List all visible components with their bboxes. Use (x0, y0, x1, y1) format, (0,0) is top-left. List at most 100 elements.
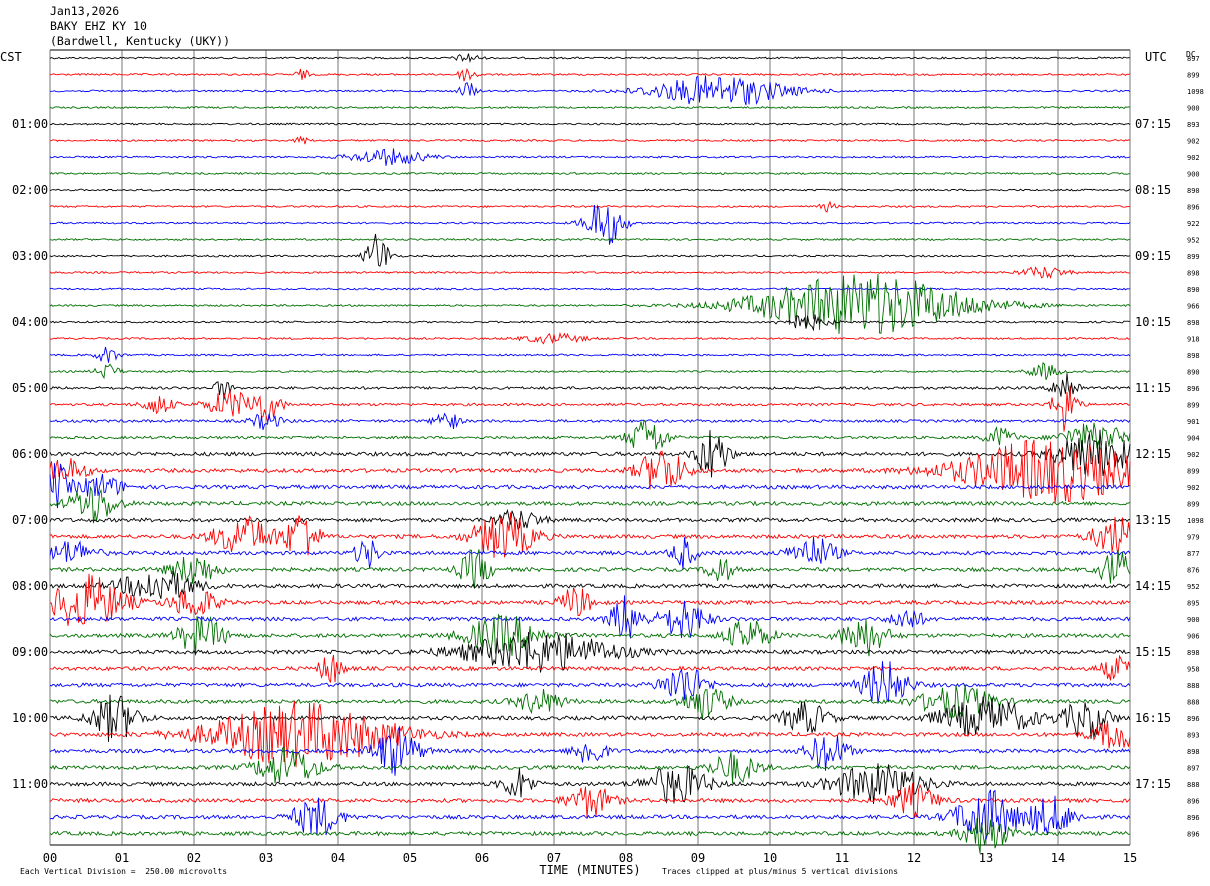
x-tick-label: 15 (1123, 851, 1137, 865)
seismic-trace (49, 346, 1131, 363)
seismic-trace (49, 135, 1131, 145)
cst-hour-label: 08:00 (12, 579, 48, 593)
cst-hour-label: 09:00 (12, 645, 48, 659)
dc-value: 898 (1187, 270, 1200, 278)
seismic-trace (49, 237, 1131, 242)
seismic-trace (49, 385, 1131, 432)
seismic-trace (49, 536, 1131, 571)
dc-value: 890 (1187, 286, 1200, 294)
seismic-trace (49, 512, 1131, 558)
dc-value: 898 (1187, 319, 1200, 327)
dc-value: 918 (1187, 336, 1200, 344)
dc-value: 1098 (1187, 88, 1204, 96)
x-axis-title: TIME (MINUTES) (539, 863, 640, 877)
dc-value: 898 (1187, 649, 1200, 657)
dc-value: 890 (1187, 369, 1200, 377)
dc-value: 900 (1187, 105, 1200, 113)
cst-hour-label: 05:00 (12, 381, 48, 395)
seismic-trace (49, 508, 1131, 531)
seismic-trace (49, 373, 1131, 400)
dc-value: 895 (1187, 600, 1200, 608)
dc-value: 896 (1187, 385, 1200, 393)
x-tick-label: 12 (907, 851, 921, 865)
seismic-trace (49, 105, 1131, 110)
dc-value: 896 (1187, 814, 1200, 822)
seismic-trace (49, 429, 1131, 478)
utc-hour-label: 13:15 (1135, 513, 1171, 527)
dc-value: 893 (1187, 121, 1200, 129)
dc-value: 902 (1187, 451, 1200, 459)
seismic-trace (49, 725, 1131, 776)
dc-value: 899 (1187, 402, 1200, 410)
seismic-trace (50, 684, 1131, 719)
chart-station: BAKY EHZ KY 10 (50, 19, 147, 33)
scale-note: Each Vertical Division = 250.00 microvol… (20, 867, 228, 876)
seismic-trace (49, 419, 1131, 452)
utc-hour-label: 17:15 (1135, 777, 1171, 791)
dc-value: 952 (1187, 237, 1200, 245)
seismic-trace (50, 75, 1131, 106)
dc-value: 966 (1187, 303, 1200, 311)
dc-value: 979 (1187, 534, 1200, 542)
cst-hour-label: 11:00 (12, 777, 48, 791)
dc-value: 906 (1187, 633, 1200, 641)
seismic-trace (49, 817, 1131, 854)
dc-value: 1098 (1187, 517, 1204, 525)
dc-value: 888 (1187, 699, 1200, 707)
seismic-trace (49, 331, 1131, 345)
seismic-trace (49, 171, 1131, 176)
seismic-trace (49, 632, 1131, 673)
dc-value: 876 (1187, 567, 1200, 575)
seismic-trace (49, 53, 1131, 64)
dc-value: 922 (1187, 220, 1200, 228)
dc-value: 890 (1187, 187, 1200, 195)
seismic-trace (49, 122, 1131, 126)
dc-value: 904 (1187, 435, 1200, 443)
dc-value: 897 (1187, 55, 1200, 63)
seismic-trace (49, 694, 1131, 742)
x-tick-label: 14 (1051, 851, 1065, 865)
utc-axis-label: UTC (1145, 50, 1167, 64)
dc-value: 898 (1187, 352, 1200, 360)
seismic-trace (49, 783, 1131, 819)
utc-hour-label: 15:15 (1135, 645, 1171, 659)
seismic-trace (49, 549, 1131, 589)
seismic-trace (49, 233, 1131, 267)
dc-value: 900 (1187, 616, 1200, 624)
x-tick-label: 07 (547, 851, 561, 865)
utc-hour-label: 11:15 (1135, 381, 1171, 395)
seismic-trace (49, 485, 1131, 524)
seismic-trace (49, 200, 1131, 213)
x-tick-label: 02 (187, 851, 201, 865)
cst-hour-label: 03:00 (12, 249, 48, 263)
seismic-trace (49, 287, 1131, 291)
dc-value: 902 (1187, 154, 1200, 162)
seismic-trace (49, 789, 1131, 840)
cst-hour-label: 04:00 (12, 315, 48, 329)
x-tick-label: 13 (979, 851, 993, 865)
chart-date: Jan13,2026 (50, 4, 120, 18)
seismic-trace (49, 654, 1131, 683)
seismic-trace (49, 67, 1131, 82)
dc-value: 902 (1187, 484, 1200, 492)
seismic-trace (49, 763, 1131, 804)
x-tick-label: 05 (403, 851, 417, 865)
seismic-trace (49, 613, 1131, 657)
utc-hour-label: 16:15 (1135, 711, 1171, 725)
clip-note: Traces clipped at plus/minus 5 vertical … (662, 867, 899, 876)
seismic-trace (49, 148, 1131, 166)
seismic-trace (49, 314, 1131, 332)
seismic-trace (49, 273, 1131, 334)
seismic-trace (49, 463, 1131, 509)
dc-value: 896 (1187, 831, 1200, 839)
utc-hour-label: 12:15 (1135, 447, 1171, 461)
dc-value: 899 (1187, 468, 1200, 476)
cst-hour-label: 07:00 (12, 513, 48, 527)
dc-value: 958 (1187, 666, 1200, 674)
utc-hour-label: 08:15 (1135, 183, 1171, 197)
cst-hour-label: 06:00 (12, 447, 48, 461)
x-tick-label: 03 (259, 851, 273, 865)
seismic-trace (49, 204, 1131, 245)
cst-hour-label: 10:00 (12, 711, 48, 725)
